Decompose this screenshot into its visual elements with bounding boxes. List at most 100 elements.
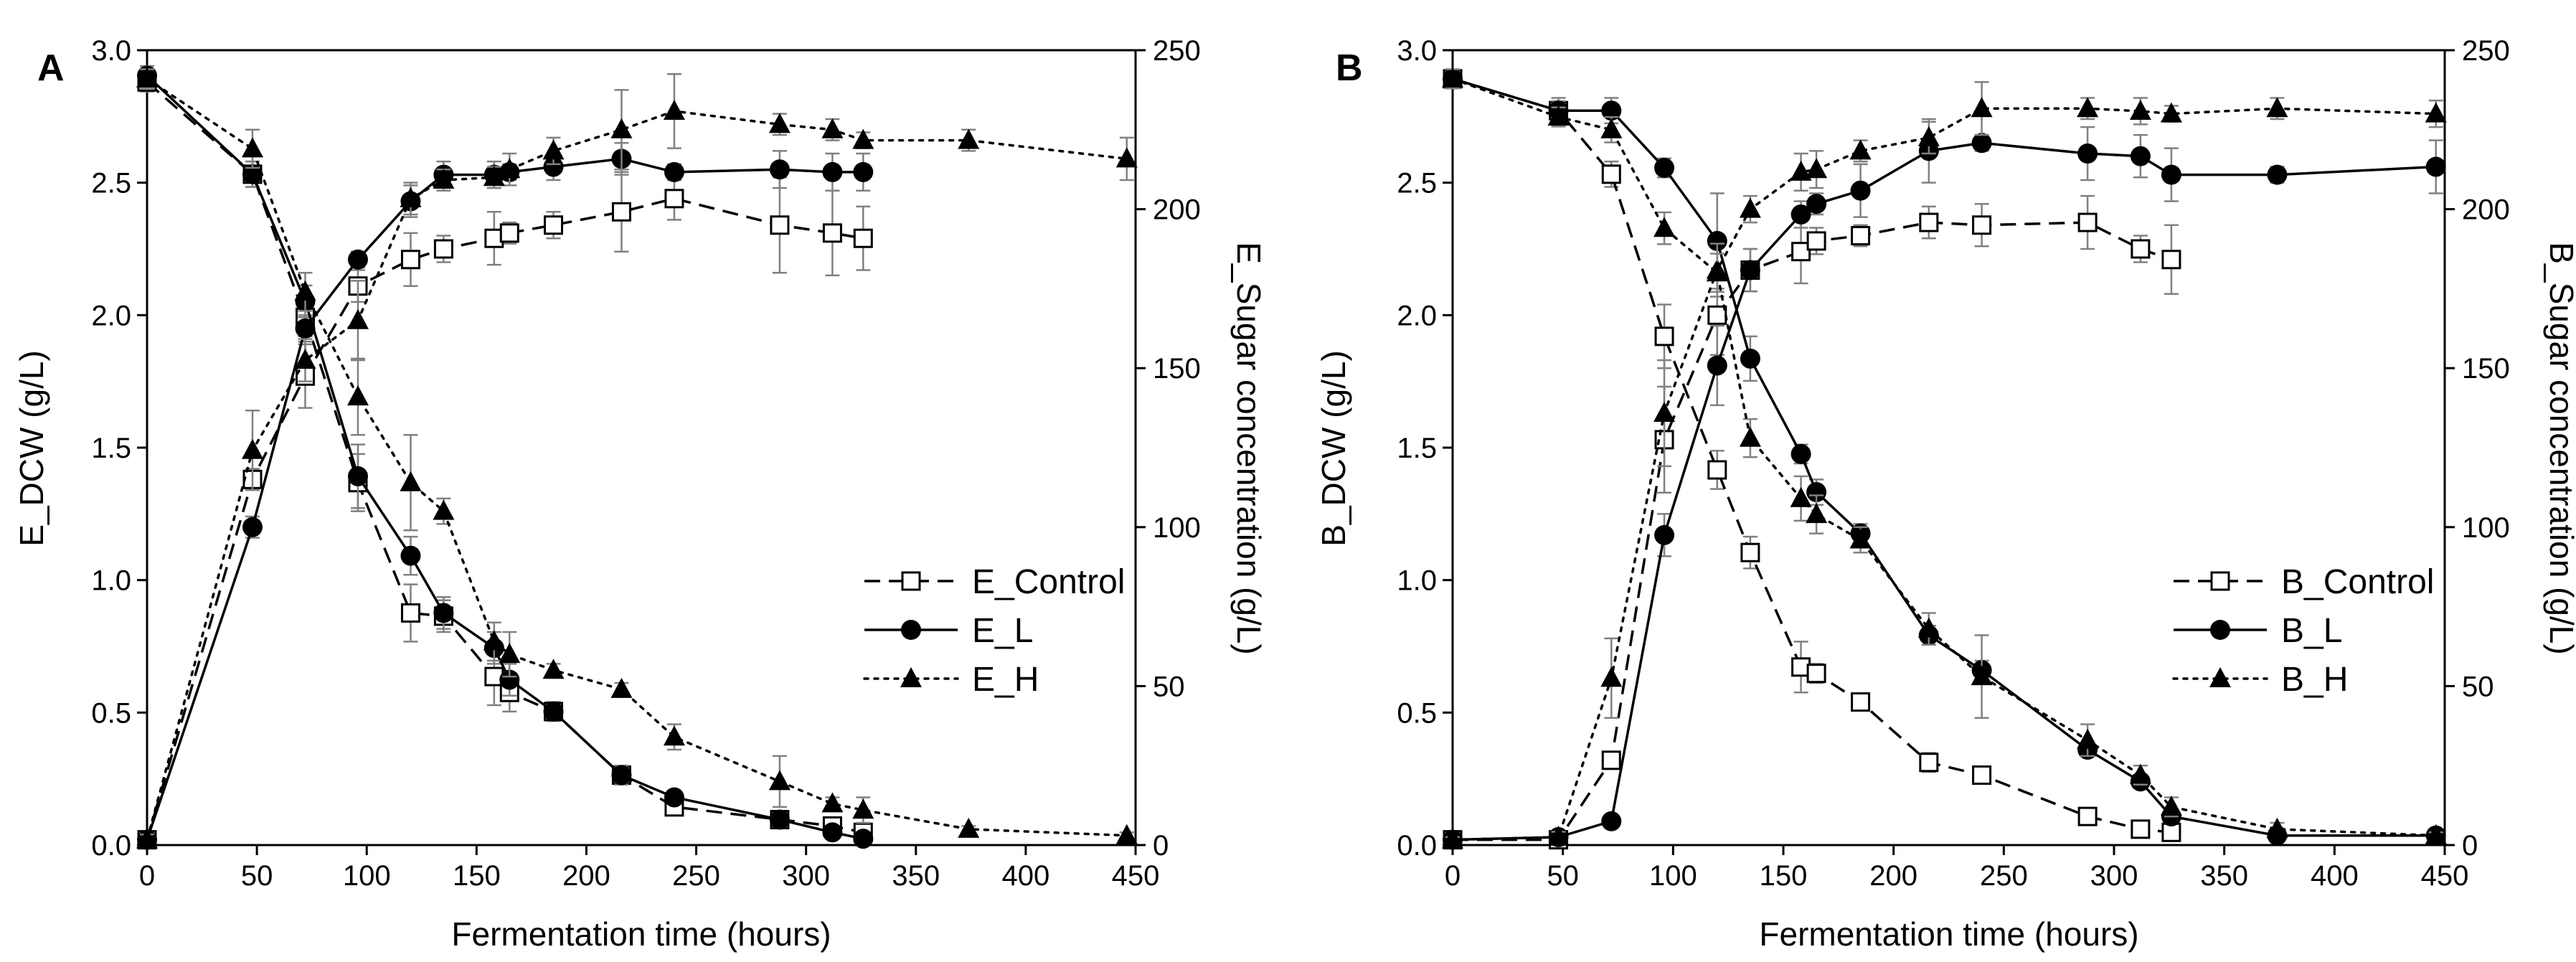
data-point <box>400 545 421 566</box>
legend-b: B_Control B_L B_H <box>2172 563 2434 699</box>
x-tick-label: 200 <box>1869 860 1917 892</box>
y-left-tick-label: 0.0 <box>1397 830 1437 862</box>
data-point <box>1654 524 1675 545</box>
y-axis-left-title-a: E_DCW (g/L) <box>13 350 50 546</box>
data-point <box>1971 97 1993 118</box>
data-point <box>1115 824 1138 844</box>
data-point <box>610 118 633 138</box>
data-point <box>347 249 368 270</box>
data-point <box>822 822 843 843</box>
data-point <box>483 166 505 187</box>
data-point <box>1919 212 1939 232</box>
y-axis-left-title-b: B_DCW (g/L) <box>1315 350 1352 546</box>
legend-item: B_H <box>2172 661 2348 699</box>
y-right-tick-label: 150 <box>2462 353 2510 385</box>
data-point <box>2129 99 2151 120</box>
data-point <box>1740 260 1760 280</box>
data-point <box>1917 126 1940 146</box>
data-point <box>2266 97 2288 118</box>
legend-label: B_L <box>2281 612 2342 650</box>
data-point <box>958 128 980 149</box>
legend-label: E_Control <box>972 563 1125 601</box>
legend-a: E_Control E_L E_H <box>863 563 1125 699</box>
legend-item: E_Control <box>864 563 1125 601</box>
data-point <box>1707 230 1727 251</box>
data-point <box>400 603 420 623</box>
data-point <box>499 223 519 243</box>
legend-marker <box>2210 620 2230 640</box>
data-point <box>1601 100 1622 121</box>
data-point <box>770 215 790 235</box>
data-point <box>1600 666 1623 687</box>
x-tick-label: 350 <box>2200 860 2248 892</box>
data-point <box>347 466 368 486</box>
data-point <box>295 318 316 339</box>
data-point <box>2077 212 2098 232</box>
data-point <box>499 643 521 664</box>
data-point <box>2130 146 2151 166</box>
y-right-tick-label: 0 <box>1153 830 1169 862</box>
x-tick-label: 0 <box>139 860 155 892</box>
y-left-tick-label: 3.0 <box>1397 35 1437 67</box>
data-point <box>136 67 158 88</box>
data-point <box>822 161 843 182</box>
data-point <box>1919 753 1939 773</box>
series-line <box>146 75 864 840</box>
series-b-h-sugar <box>1442 67 2447 844</box>
series-line <box>146 80 864 834</box>
data-point <box>1115 147 1138 168</box>
x-tick-label: 350 <box>892 860 940 892</box>
y-left-tick-label: 0.0 <box>91 830 131 862</box>
x-tick-label: 300 <box>782 860 830 892</box>
data-point <box>1851 226 1871 246</box>
data-point <box>768 113 791 133</box>
y-left-tick-label: 1.0 <box>1397 565 1437 597</box>
data-point <box>499 158 521 179</box>
data-point <box>2266 817 2288 838</box>
x-tick-label: 150 <box>453 860 501 892</box>
data-point <box>1790 160 1812 181</box>
x-tick-label: 50 <box>241 860 273 892</box>
data-point <box>852 798 874 819</box>
data-point <box>2161 164 2181 185</box>
data-point <box>1739 197 1761 218</box>
data-point <box>400 471 422 491</box>
data-point <box>768 770 791 791</box>
x-axis-title-a: Fermentation time (hours) <box>451 915 831 953</box>
data-point <box>1791 242 1811 262</box>
y-axis-right-title-a: E_Sugar concentration (g/L) <box>1230 242 1268 654</box>
y-left-tick-label: 1.0 <box>91 565 131 597</box>
data-point <box>1707 355 1727 376</box>
y-right-tick-label: 200 <box>2462 194 2510 226</box>
data-point <box>542 659 565 679</box>
y-axis-right-title-b: B_Sugar concentration (g/L) <box>2543 242 2576 654</box>
legend-item: E_L <box>864 612 1033 650</box>
y-left-tick-label: 0.5 <box>1397 697 1437 729</box>
data-point <box>2077 806 2098 826</box>
data-point <box>821 792 844 813</box>
data-point <box>2267 164 2288 185</box>
data-point <box>1806 194 1827 214</box>
data-point <box>1706 261 1728 282</box>
data-point <box>542 139 565 160</box>
y-left-tick-label: 2.0 <box>91 300 131 331</box>
data-point <box>2131 819 2151 839</box>
data-point <box>1707 305 1727 325</box>
data-point <box>2160 795 2182 816</box>
data-point <box>1806 231 1826 251</box>
data-point <box>853 829 874 849</box>
y-right-tick-label: 50 <box>2462 671 2494 702</box>
data-point <box>1547 825 1570 846</box>
legend-marker <box>2209 667 2231 687</box>
data-point <box>1653 217 1676 237</box>
x-tick-label: 100 <box>343 860 391 892</box>
data-point <box>664 787 684 808</box>
x-tick-label: 400 <box>1002 860 1050 892</box>
series-line <box>146 110 1128 841</box>
y-left-tick-label: 1.5 <box>1397 433 1437 464</box>
series-b-h-dcw <box>1442 81 2447 849</box>
data-point <box>1791 443 1811 464</box>
data-point <box>958 817 980 838</box>
data-point <box>769 159 790 180</box>
